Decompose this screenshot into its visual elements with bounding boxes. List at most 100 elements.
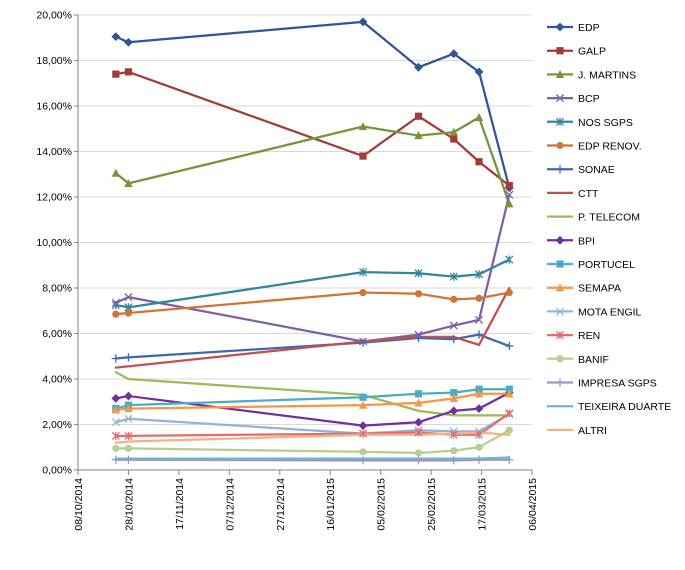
data-point-galp: [414, 112, 423, 120]
data-point-banif: [475, 443, 483, 451]
legend-marker-portucel: [556, 260, 564, 268]
legend-marker-sonae: [555, 165, 565, 174]
data-point-galp: [505, 182, 513, 190]
data-point-ren: [449, 430, 458, 439]
data-point-edp: [124, 37, 133, 47]
data-point-edp-renov: [112, 310, 120, 318]
x-tick-label: 17/11/2014: [174, 478, 186, 530]
legend-label-bpi: BPI: [578, 235, 595, 247]
data-point-nos-sgps: [358, 267, 368, 277]
data-point-portucel: [475, 385, 483, 393]
data-point-edp-renov: [414, 290, 423, 298]
data-point-impresa-sgps: [449, 456, 458, 465]
data-point-semapa: [505, 389, 514, 398]
data-point-bpi: [449, 406, 459, 416]
data-point-sonae: [505, 341, 514, 351]
data-point-impresa-sgps: [414, 456, 423, 465]
data-point-semapa: [111, 405, 121, 414]
gridlines: [78, 14, 532, 471]
data-point-edp: [111, 32, 121, 42]
legend-label-impresa-sgps: IMPRESA SGPS: [578, 378, 657, 390]
legend-label-mota-engil: MOTA ENGIL: [578, 306, 642, 318]
y-tick-label: 4,00%: [42, 374, 72, 386]
legend-label-sonae: SONAE: [578, 164, 615, 176]
x-tick-label: 25/02/2015: [426, 478, 438, 531]
data-point-sonae: [449, 335, 458, 344]
data-point-impresa-sgps: [124, 455, 133, 464]
data-point-edp-renov: [505, 288, 513, 297]
data-point-banif: [450, 447, 458, 455]
legend-label-teixeira-duarte: TEIXEIRA DUARTE: [578, 401, 671, 413]
legend-marker-galp: [556, 47, 564, 55]
data-point-semapa: [474, 389, 484, 398]
data-point-banif: [414, 449, 423, 457]
data-point-j-martins: [474, 112, 484, 121]
data-point-banif: [505, 426, 513, 434]
legend-label-galp: GALP: [578, 46, 606, 58]
x-tick-label: 16/01/2015: [325, 478, 337, 531]
legend-label-banif: BANIF: [578, 354, 609, 366]
series-line-nos-sgps: [114, 258, 511, 309]
legend-label-bcp: BCP: [578, 93, 600, 105]
data-point-sonae: [414, 333, 423, 343]
legend-label-edp-renov: EDP RENOV.: [578, 141, 642, 153]
data-point-edp-renov: [450, 295, 458, 303]
y-tick-label: 10,00%: [36, 237, 72, 249]
data-point-semapa: [124, 404, 133, 413]
legend-label-semapa: SEMAPA: [578, 283, 621, 295]
legend-marker-banif: [556, 355, 564, 363]
data-point-edp-renov: [475, 294, 483, 302]
x-tick-label: 05/02/2015: [376, 478, 388, 531]
data-point-edp-renov: [359, 288, 367, 297]
data-point-bcp: [124, 293, 133, 302]
data-point-galp: [450, 135, 458, 143]
legend-label-edp: EDP: [578, 22, 600, 34]
y-tick-label: 18,00%: [36, 55, 72, 67]
data-point-bpi: [474, 404, 484, 413]
data-point-bcp: [505, 190, 514, 199]
data-point-portucel: [414, 390, 423, 398]
data-point-bcp: [474, 315, 484, 324]
data-point-semapa: [358, 400, 368, 409]
data-point-ren: [124, 431, 133, 440]
data-point-ren: [414, 428, 423, 437]
data-point-galp: [359, 152, 367, 160]
data-point-banif: [124, 444, 133, 452]
series-line-ctt: [114, 286, 511, 369]
y-tick-label: 12,00%: [36, 192, 72, 204]
legend-label-p-telecom: P. TELECOM: [578, 212, 640, 224]
data-point-edp-renov: [124, 309, 133, 317]
axes: 0,00% 2,00% 4,00% 6,00% 8,00% 10,00% 12,00% 14,…: [36, 10, 539, 531]
data-point-ren: [474, 430, 484, 439]
data-point-nos-sgps: [414, 269, 423, 278]
series-line-teixeira-duarte: [114, 456, 511, 460]
data-point-bpi: [358, 421, 368, 431]
data-point-impresa-sgps: [505, 455, 514, 464]
series-markers: [111, 17, 514, 465]
data-point-edp: [358, 17, 368, 27]
data-point-ren: [505, 409, 514, 418]
legend-marker-bcp: [555, 94, 565, 103]
data-point-edp: [449, 49, 459, 59]
legend-marker-edp-renov: [556, 141, 564, 150]
series-line-edp: [114, 20, 511, 190]
data-point-bpi: [414, 417, 423, 427]
data-point-nos-sgps: [474, 270, 484, 279]
legend-marker-edp: [555, 22, 565, 32]
legend-marker-semapa: [555, 283, 565, 292]
legend-label-ren: REN: [578, 330, 600, 342]
data-point-ren: [358, 429, 368, 438]
data-point-sonae: [124, 353, 133, 362]
y-tick-label: 8,00%: [42, 283, 72, 295]
data-point-portucel: [450, 389, 458, 397]
data-point-impresa-sgps: [474, 455, 484, 464]
y-tick-label: 6,00%: [42, 328, 72, 340]
x-tick-label: 06/04/2015: [527, 478, 539, 531]
data-point-portucel: [505, 385, 513, 393]
data-point-impresa-sgps: [111, 455, 120, 464]
x-tick-label: 08/10/2014: [73, 478, 85, 531]
series-line-mota-engil: [114, 413, 511, 435]
data-point-nos-sgps: [505, 255, 514, 264]
data-point-j-martins: [449, 127, 459, 136]
